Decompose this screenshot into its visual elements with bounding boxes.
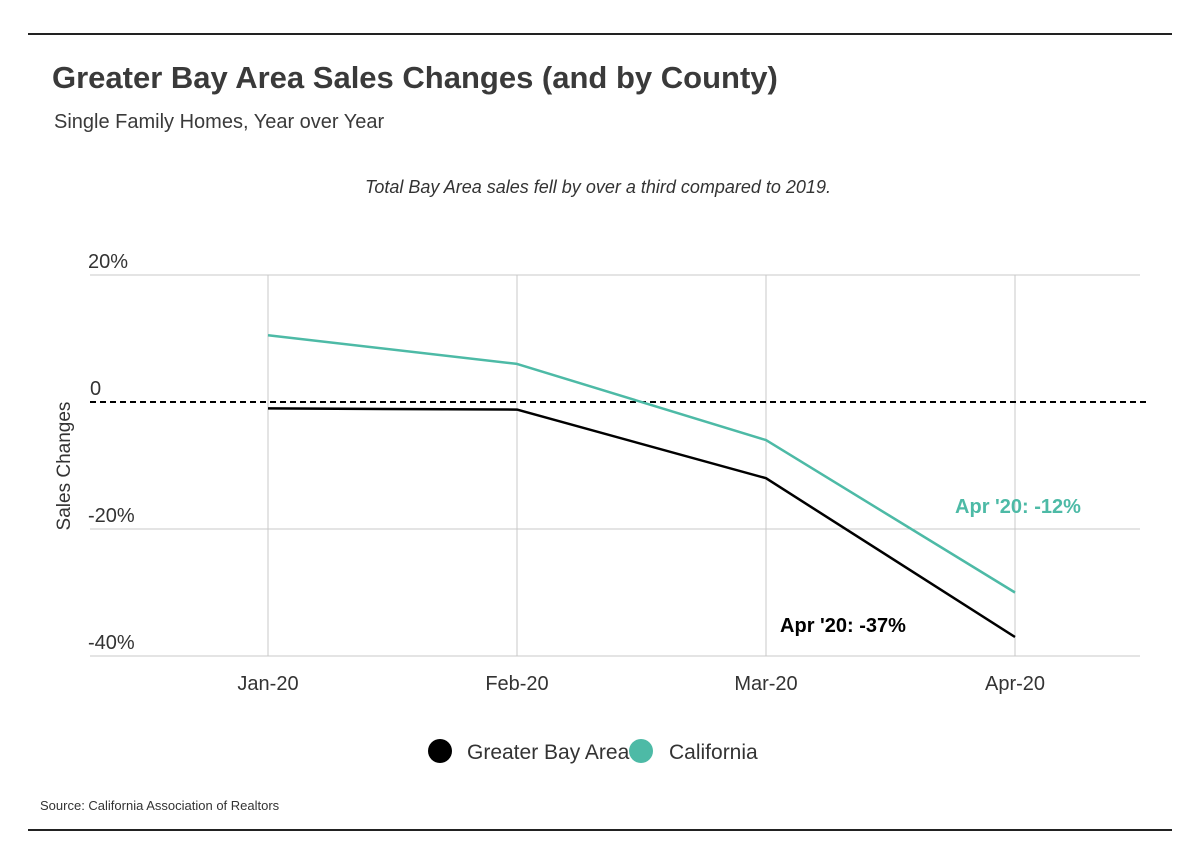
end-label-gba: Apr '20: -37%: [780, 615, 906, 637]
y-axis-label: Sales Changes: [54, 402, 75, 531]
y-tick-label: 0: [90, 378, 101, 400]
legend: Greater Bay Area California: [428, 739, 758, 764]
chart-title: Greater Bay Area Sales Changes (and by C…: [52, 60, 778, 95]
top-rule: [28, 33, 1172, 35]
legend-swatch-ca: [629, 739, 653, 763]
y-tick-label: -40%: [88, 632, 135, 654]
x-axis-ticks: Jan-20 Feb-20 Mar-20 Apr-20: [237, 673, 1045, 695]
legend-label-ca: California: [669, 741, 758, 764]
end-label-ca: Apr '20: -12%: [955, 496, 1081, 518]
vertical-gridlines: [267, 275, 1016, 656]
x-tick-label: Apr-20: [985, 673, 1045, 695]
series-line-ca: [267, 334, 1016, 594]
series-line-gba: [267, 407, 1016, 639]
x-tick-label: Jan-20: [237, 673, 298, 695]
y-tick-label: -20%: [88, 505, 135, 527]
y-tick-label: 20%: [88, 251, 128, 273]
y-axis-ticks: 20% 0 -20% -40%: [88, 251, 135, 654]
source-note: Source: California Association of Realto…: [40, 798, 280, 813]
end-labels: Apr '20: -37% Apr '20: -12%: [780, 496, 1081, 637]
x-tick-label: Mar-20: [734, 673, 797, 695]
chart-subtitle: Single Family Homes, Year over Year: [54, 111, 385, 133]
bottom-rule: [28, 829, 1172, 831]
horizontal-gridlines: [90, 274, 1146, 657]
x-tick-label: Feb-20: [485, 673, 548, 695]
series-lines: [267, 334, 1016, 639]
legend-swatch-gba: [428, 739, 452, 763]
legend-label-gba: Greater Bay Area: [467, 741, 630, 764]
chart-annotation: Total Bay Area sales fell by over a thir…: [365, 177, 831, 197]
